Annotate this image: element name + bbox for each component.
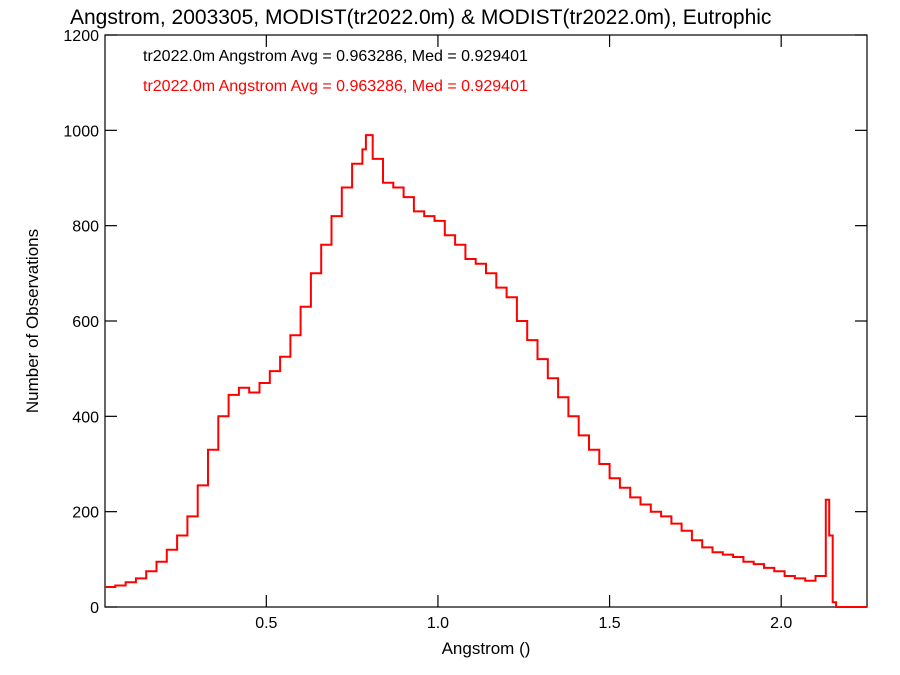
chart-title: Angstrom, 2003305, MODIST(tr2022.0m) & M… [70,6,771,29]
y-axis-label: Number of Observations [23,229,42,413]
y-tick-label: 1000 [63,123,99,140]
legend-entry: tr2022.0m Angstrom Avg = 0.963286, Med =… [143,48,528,65]
y-tick-label: 400 [72,409,99,426]
y-tick-label: 0 [90,600,99,617]
x-tick-label: 1.5 [598,615,620,632]
y-tick-label: 800 [72,219,99,236]
plot-frame [104,34,868,608]
x-tick-label: 0.5 [255,615,277,632]
x-tick-label: 2.0 [770,615,792,632]
x-tick-label: 1.0 [427,615,449,632]
series-layer [105,134,867,608]
y-tick-label: 200 [72,505,99,522]
y-tick-label: 1200 [63,28,99,45]
legend: tr2022.0m Angstrom Avg = 0.963286, Med =… [143,48,528,95]
histogram-series-line [105,134,867,608]
x-axis-label: Angstrom () [442,639,531,658]
y-axis: 0 200 400 600 800 1000 1200 [63,28,867,617]
y-tick-label: 600 [72,314,99,331]
x-axis: 0.5 1.0 1.5 2.0 [255,35,792,632]
legend-entry: tr2022.0m Angstrom Avg = 0.963286, Med =… [143,78,528,95]
